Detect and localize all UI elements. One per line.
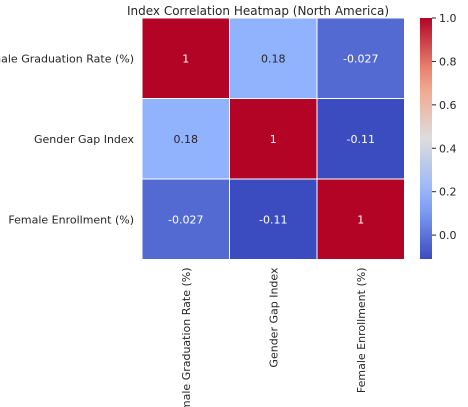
colorbar-tick-label-5: 1.0 [439,12,457,25]
colorbar-tick-label-2: 0.4 [439,142,457,155]
colorbar-tick-label-0: 0.0 [439,229,457,242]
colorbar-tick-label-4: 0.8 [439,55,457,68]
heatmap-cell-1-2 [316,98,405,180]
column-label-2: Female Enrollment (%) [355,268,368,394]
cell-value-label-1-2: -0.11 [347,133,375,146]
heatmap-cells: 1 0.18 -0.027 0.18 1 -0.11 -0.027 -0.11 1 [141,17,405,260]
heatmap-cell-0-0 [141,17,230,99]
row-labels: Female Graduation Rate (%) Gender Gap Ind… [0,52,134,226]
heatmap-cell-2-2 [316,178,405,260]
colorbar [420,18,432,259]
heatmap-cell-0-1 [229,17,318,99]
colorbar-tick-label-3: 0.6 [439,99,457,112]
column-labels: Female Graduation Rate (%) Gender Gap Ind… [180,267,368,407]
row-label-2: Female Enrollment (%) [8,213,134,226]
cell-value-label-0-2: -0.027 [343,52,378,65]
column-label-0: Female Graduation Rate (%) [180,268,193,407]
cell-value-label-2-0: -0.027 [168,213,203,226]
heatmap-cell-1-0 [141,98,230,180]
column-label-1: Gender Gap Index [267,267,280,368]
heatmap-cell-2-1 [229,178,318,260]
colorbar-tick-label-1: 0.2 [439,186,457,199]
heatmap-cell-1-1 [229,98,318,180]
row-label-1: Gender Gap Index [34,133,135,146]
cell-value-label-2-1: -0.11 [259,213,287,226]
heatmap-cell-2-0 [141,178,230,260]
chart-title: Index Correlation Heatmap (North America… [127,4,389,18]
heatmap-cell-0-2 [316,17,405,99]
row-label-0: Female Graduation Rate (%) [0,52,134,65]
cell-value-label-2-2: 1 [357,213,364,226]
cell-value-label-0-1: 0.18 [261,52,286,65]
cell-value-label-1-0: 0.18 [174,133,199,146]
colorbar-ticks: 0.0 0.2 0.4 0.6 0.8 1.0 [432,12,457,242]
cell-value-label-1-1: 1 [270,133,277,146]
cell-value-label-0-0: 1 [182,52,189,65]
